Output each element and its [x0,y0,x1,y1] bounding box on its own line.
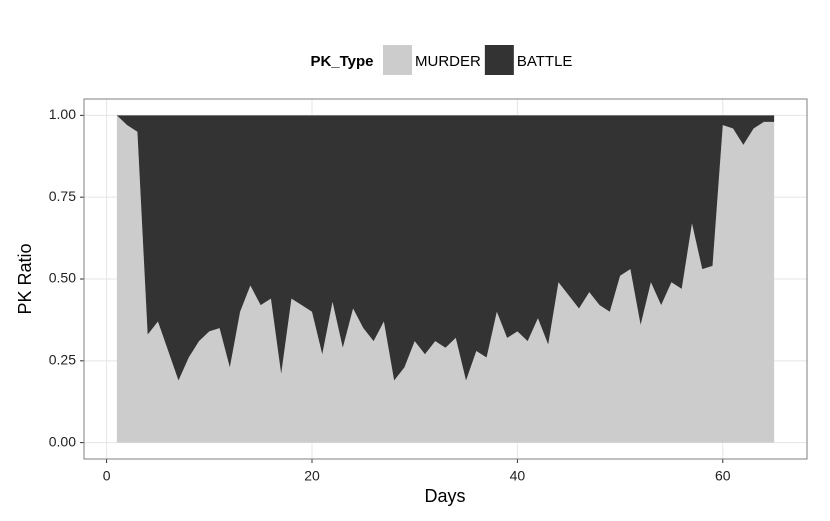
x-tick-label: 40 [510,468,526,484]
x-axis-title: Days [424,486,465,506]
legend-key [383,45,412,75]
y-tick-label: 0.50 [49,270,76,286]
area [116,115,775,443]
area [116,115,775,381]
y-tick-label: 1.00 [49,106,76,122]
legend-label: MURDER [415,53,481,70]
y-tick-label: 0.25 [49,352,76,368]
x-tick-label: 60 [715,468,731,484]
legend-key [484,45,514,75]
plot-border [83,98,808,460]
x-tick-label: 0 [103,468,111,484]
y-tick-label: 0.75 [49,188,76,204]
legend-label: BATTLE [517,53,573,70]
y-axis-title: PK Ratio [15,243,35,314]
x-tick-label: 20 [304,468,320,484]
y-tick-label: 0.00 [49,433,76,449]
legend-title: PK_Type [310,53,373,70]
